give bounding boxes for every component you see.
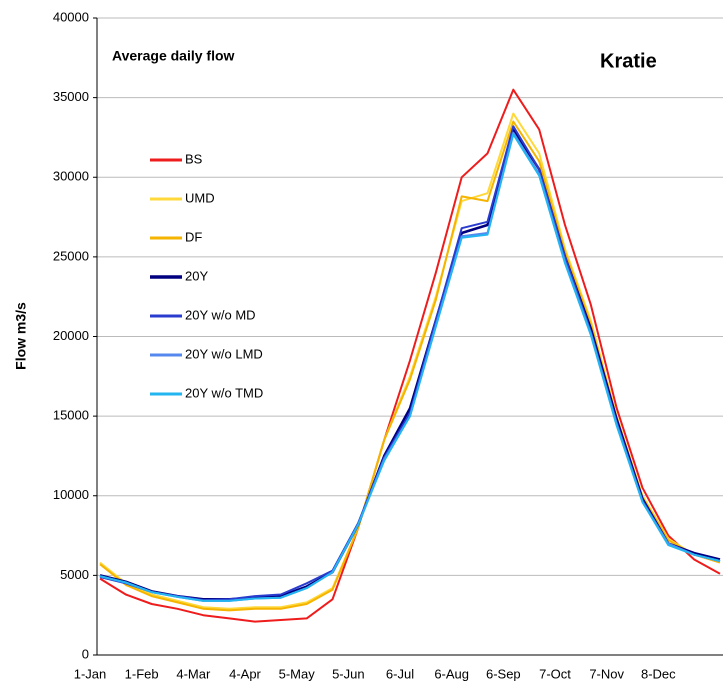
series-line <box>99 88 721 623</box>
x-tick-label: 6-Sep <box>486 666 521 681</box>
chart-subtitle: Kratie <box>600 50 657 72</box>
x-tick-label: 7-Nov <box>589 666 624 681</box>
legend-label: UMD <box>185 190 215 205</box>
chart-title: Average daily flow <box>112 48 235 64</box>
y-tick-label: 25000 <box>53 248 89 263</box>
y-tick-label: 0 <box>82 646 89 661</box>
x-tick-label: 5-Jun <box>332 666 365 681</box>
legend-label: 20Y w/o LMD <box>185 346 263 361</box>
y-tick-label: 5000 <box>60 567 89 582</box>
x-tick-label: 1-Jan <box>74 666 107 681</box>
x-tick-label: 4-Apr <box>229 666 261 681</box>
y-tick-label: 20000 <box>53 328 89 343</box>
x-tick-label: 8-Dec <box>641 666 676 681</box>
x-tick-label: 4-Mar <box>176 666 211 681</box>
series-line <box>99 133 721 602</box>
y-axis-label: Flow m3/s <box>13 302 29 370</box>
x-tick-label: 6-Aug <box>434 666 469 681</box>
y-tick-label: 40000 <box>53 9 89 24</box>
x-tick-label: 7-Oct <box>539 666 571 681</box>
x-tick-label: 5-May <box>279 666 316 681</box>
y-tick-label: 30000 <box>53 169 89 184</box>
y-tick-label: 10000 <box>53 487 89 502</box>
x-tick-label: 1-Feb <box>125 666 159 681</box>
y-tick-label: 15000 <box>53 408 89 423</box>
legend-label: 20Y w/o TMD <box>185 385 263 400</box>
legend-label: 20Y w/o MD <box>185 307 256 322</box>
legend-label: BS <box>185 151 203 166</box>
y-tick-label: 35000 <box>53 89 89 104</box>
x-tick-label: 6-Jul <box>386 666 414 681</box>
legend-label: DF <box>185 229 202 244</box>
legend-label: 20Y <box>185 268 208 283</box>
